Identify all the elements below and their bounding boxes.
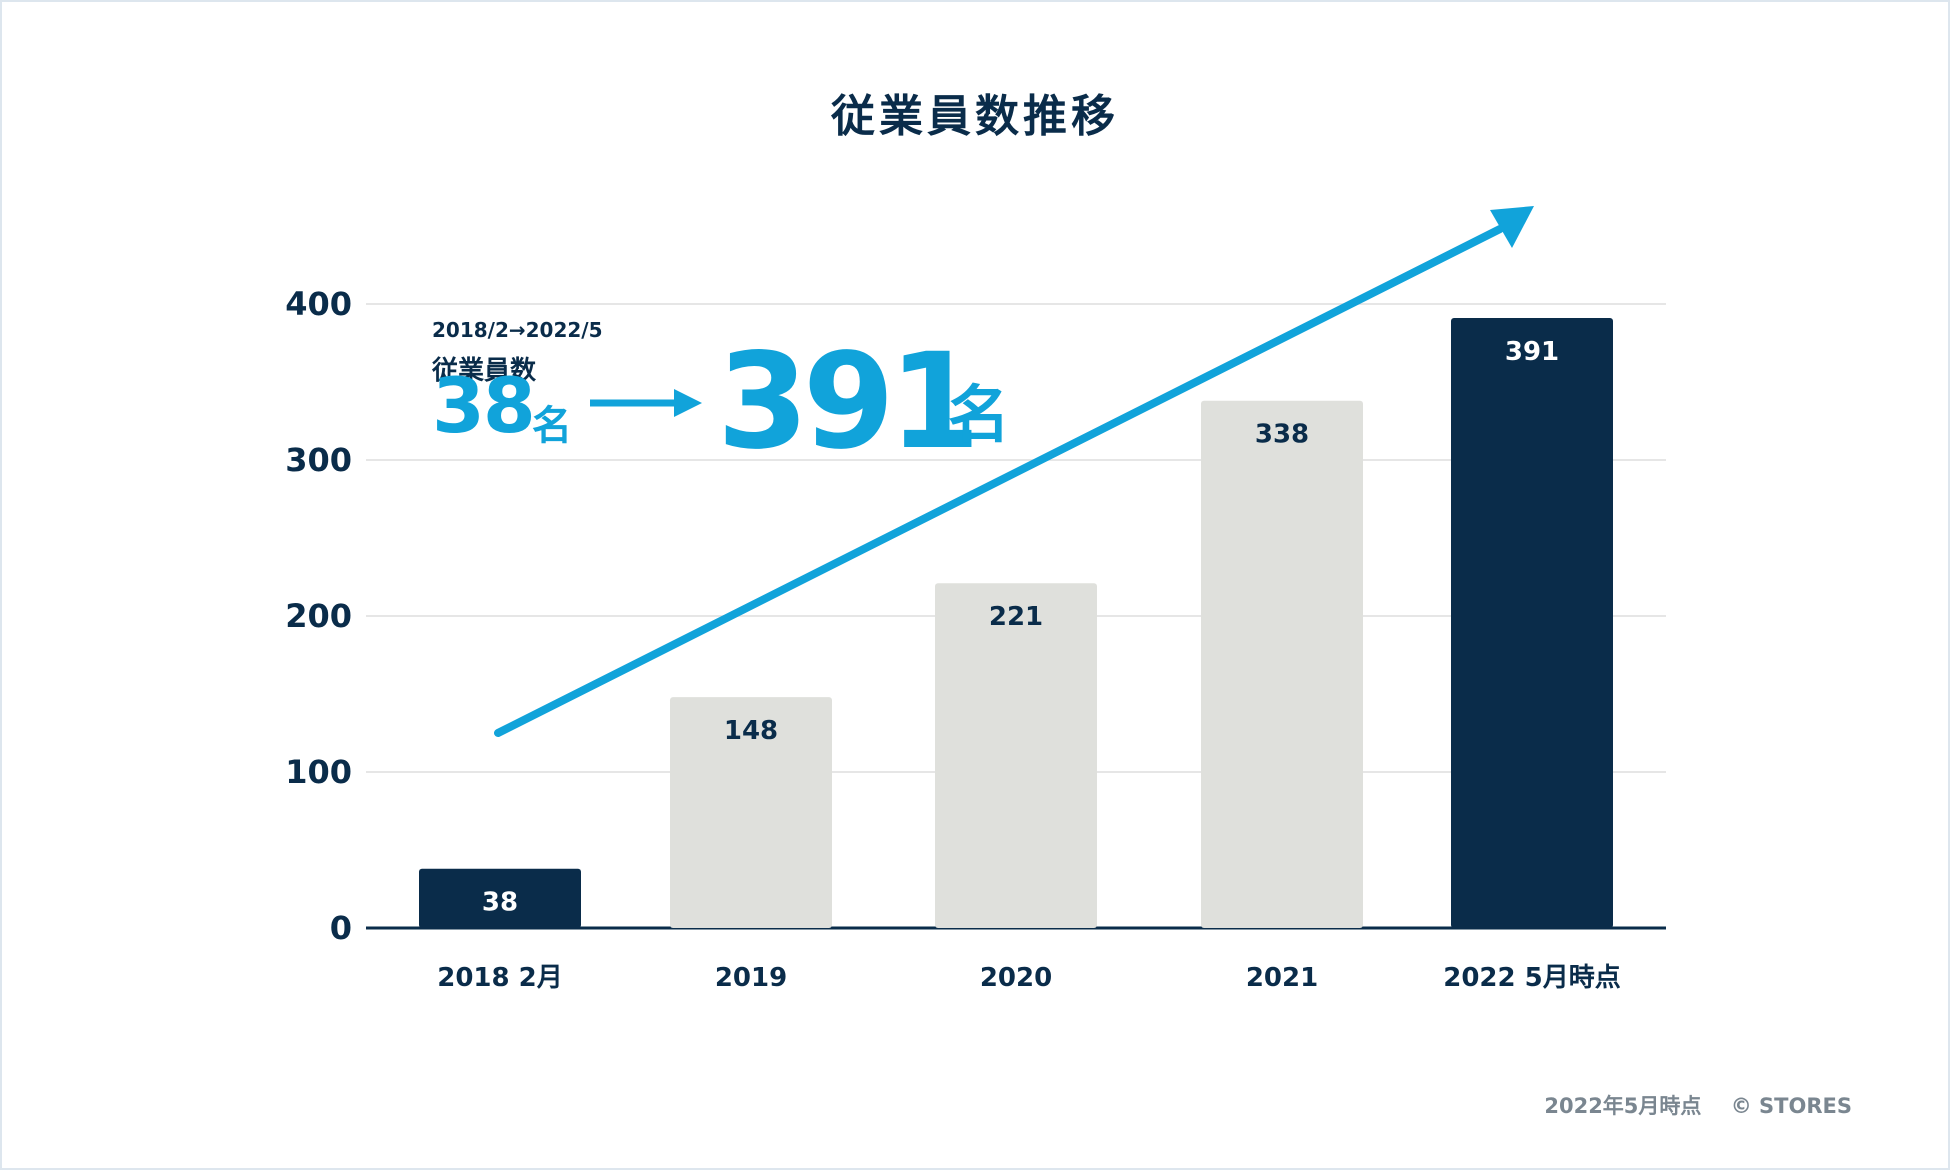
right-arrow-icon [590, 389, 702, 417]
y-tick-label: 0 [330, 909, 352, 947]
bar-layer [419, 318, 1613, 929]
y-tick-layer: 0 100 200 300 400 [285, 285, 352, 947]
x-category-label: 2020 [980, 963, 1052, 993]
y-tick-label: 200 [285, 597, 352, 635]
x-category-label: 2022 5月時点 [1443, 962, 1621, 993]
trend-arrow-line [494, 225, 1504, 737]
callout-range: 2018/2→2022/5 [432, 318, 603, 342]
callout-from-value: 38 [432, 361, 536, 450]
bar-value-label: 338 [1255, 420, 1309, 450]
callout-header: 2018/2→2022/5 従業員数 [432, 318, 603, 387]
callout-label: 従業員数 [432, 356, 537, 386]
trend-arrow [494, 206, 1534, 737]
bar [670, 697, 832, 928]
bar [935, 583, 1097, 928]
x-category-label: 2019 [715, 963, 787, 993]
callout-to-unit: 名 [948, 378, 1011, 451]
y-tick-label: 400 [285, 285, 352, 323]
y-tick-label: 100 [285, 753, 352, 791]
x-category-label: 2018 2月 [437, 963, 563, 993]
callout-from-unit: 名 [532, 403, 572, 449]
bar [1451, 318, 1613, 928]
bar [1201, 400, 1363, 929]
footer: 2022年5月時点 © STORES [1522, 1090, 1852, 1120]
bar-value-label: 221 [989, 602, 1043, 632]
bar-value-label: 38 [482, 888, 518, 918]
trend-arrow-head [1490, 206, 1534, 248]
callout-to-value: 391 [717, 325, 981, 479]
x-category-label: 2021 [1246, 963, 1318, 993]
y-tick-label: 300 [285, 441, 352, 479]
category-label-layer: 2018 2月 2019 2020 2021 2022 5月時点 [437, 962, 1621, 993]
footer-note: 2022年5月時点 [1544, 1094, 1702, 1118]
chart-title: 従業員数推移 [831, 91, 1119, 142]
footer-copyright: © STORES [1730, 1094, 1852, 1118]
bar [419, 868, 581, 928]
bar-value-label: 148 [724, 716, 778, 746]
data-label-layer: 38 148 221 338 391 [482, 337, 1559, 918]
bar-value-label: 391 [1505, 337, 1559, 367]
